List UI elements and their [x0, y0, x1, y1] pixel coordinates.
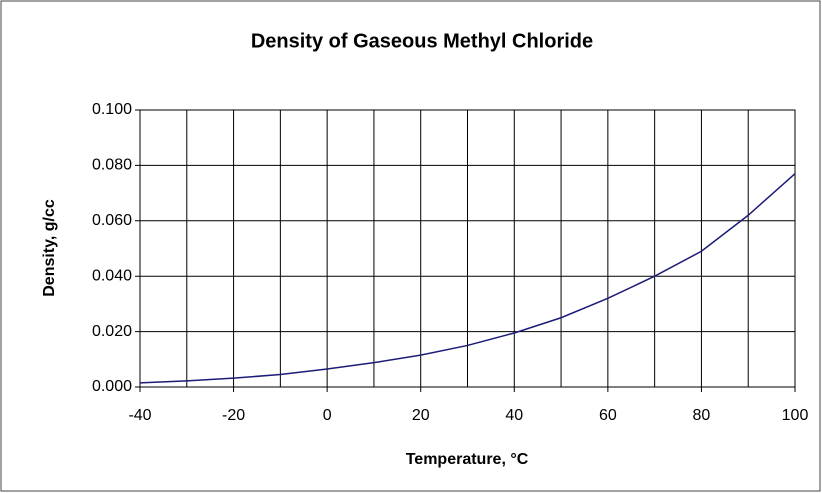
x-axis-label: Temperature, °C — [406, 451, 529, 468]
data-line — [139, 173, 796, 384]
y-tick-label: 0.080 — [92, 157, 132, 174]
x-tick-label: 40 — [505, 407, 523, 424]
x-tick-label: -40 — [128, 407, 151, 424]
x-tick-label: -20 — [222, 407, 245, 424]
x-tick-label: 100 — [782, 407, 809, 424]
y-tick-label: 0.000 — [92, 378, 132, 395]
x-tick-label: 0 — [323, 407, 332, 424]
x-tick-label: 80 — [693, 407, 711, 424]
y-tick-label: 0.100 — [92, 101, 132, 118]
x-tick-label: 20 — [412, 407, 430, 424]
y-axis-label: Density, g/cc — [41, 199, 58, 297]
y-tick-label: 0.060 — [92, 212, 132, 229]
chart-title: Density of Gaseous Methyl Chloride — [251, 30, 593, 52]
y-tick-label: 0.040 — [92, 267, 132, 284]
x-tick-label: 60 — [599, 407, 617, 424]
y-tick-label: 0.020 — [92, 323, 132, 340]
